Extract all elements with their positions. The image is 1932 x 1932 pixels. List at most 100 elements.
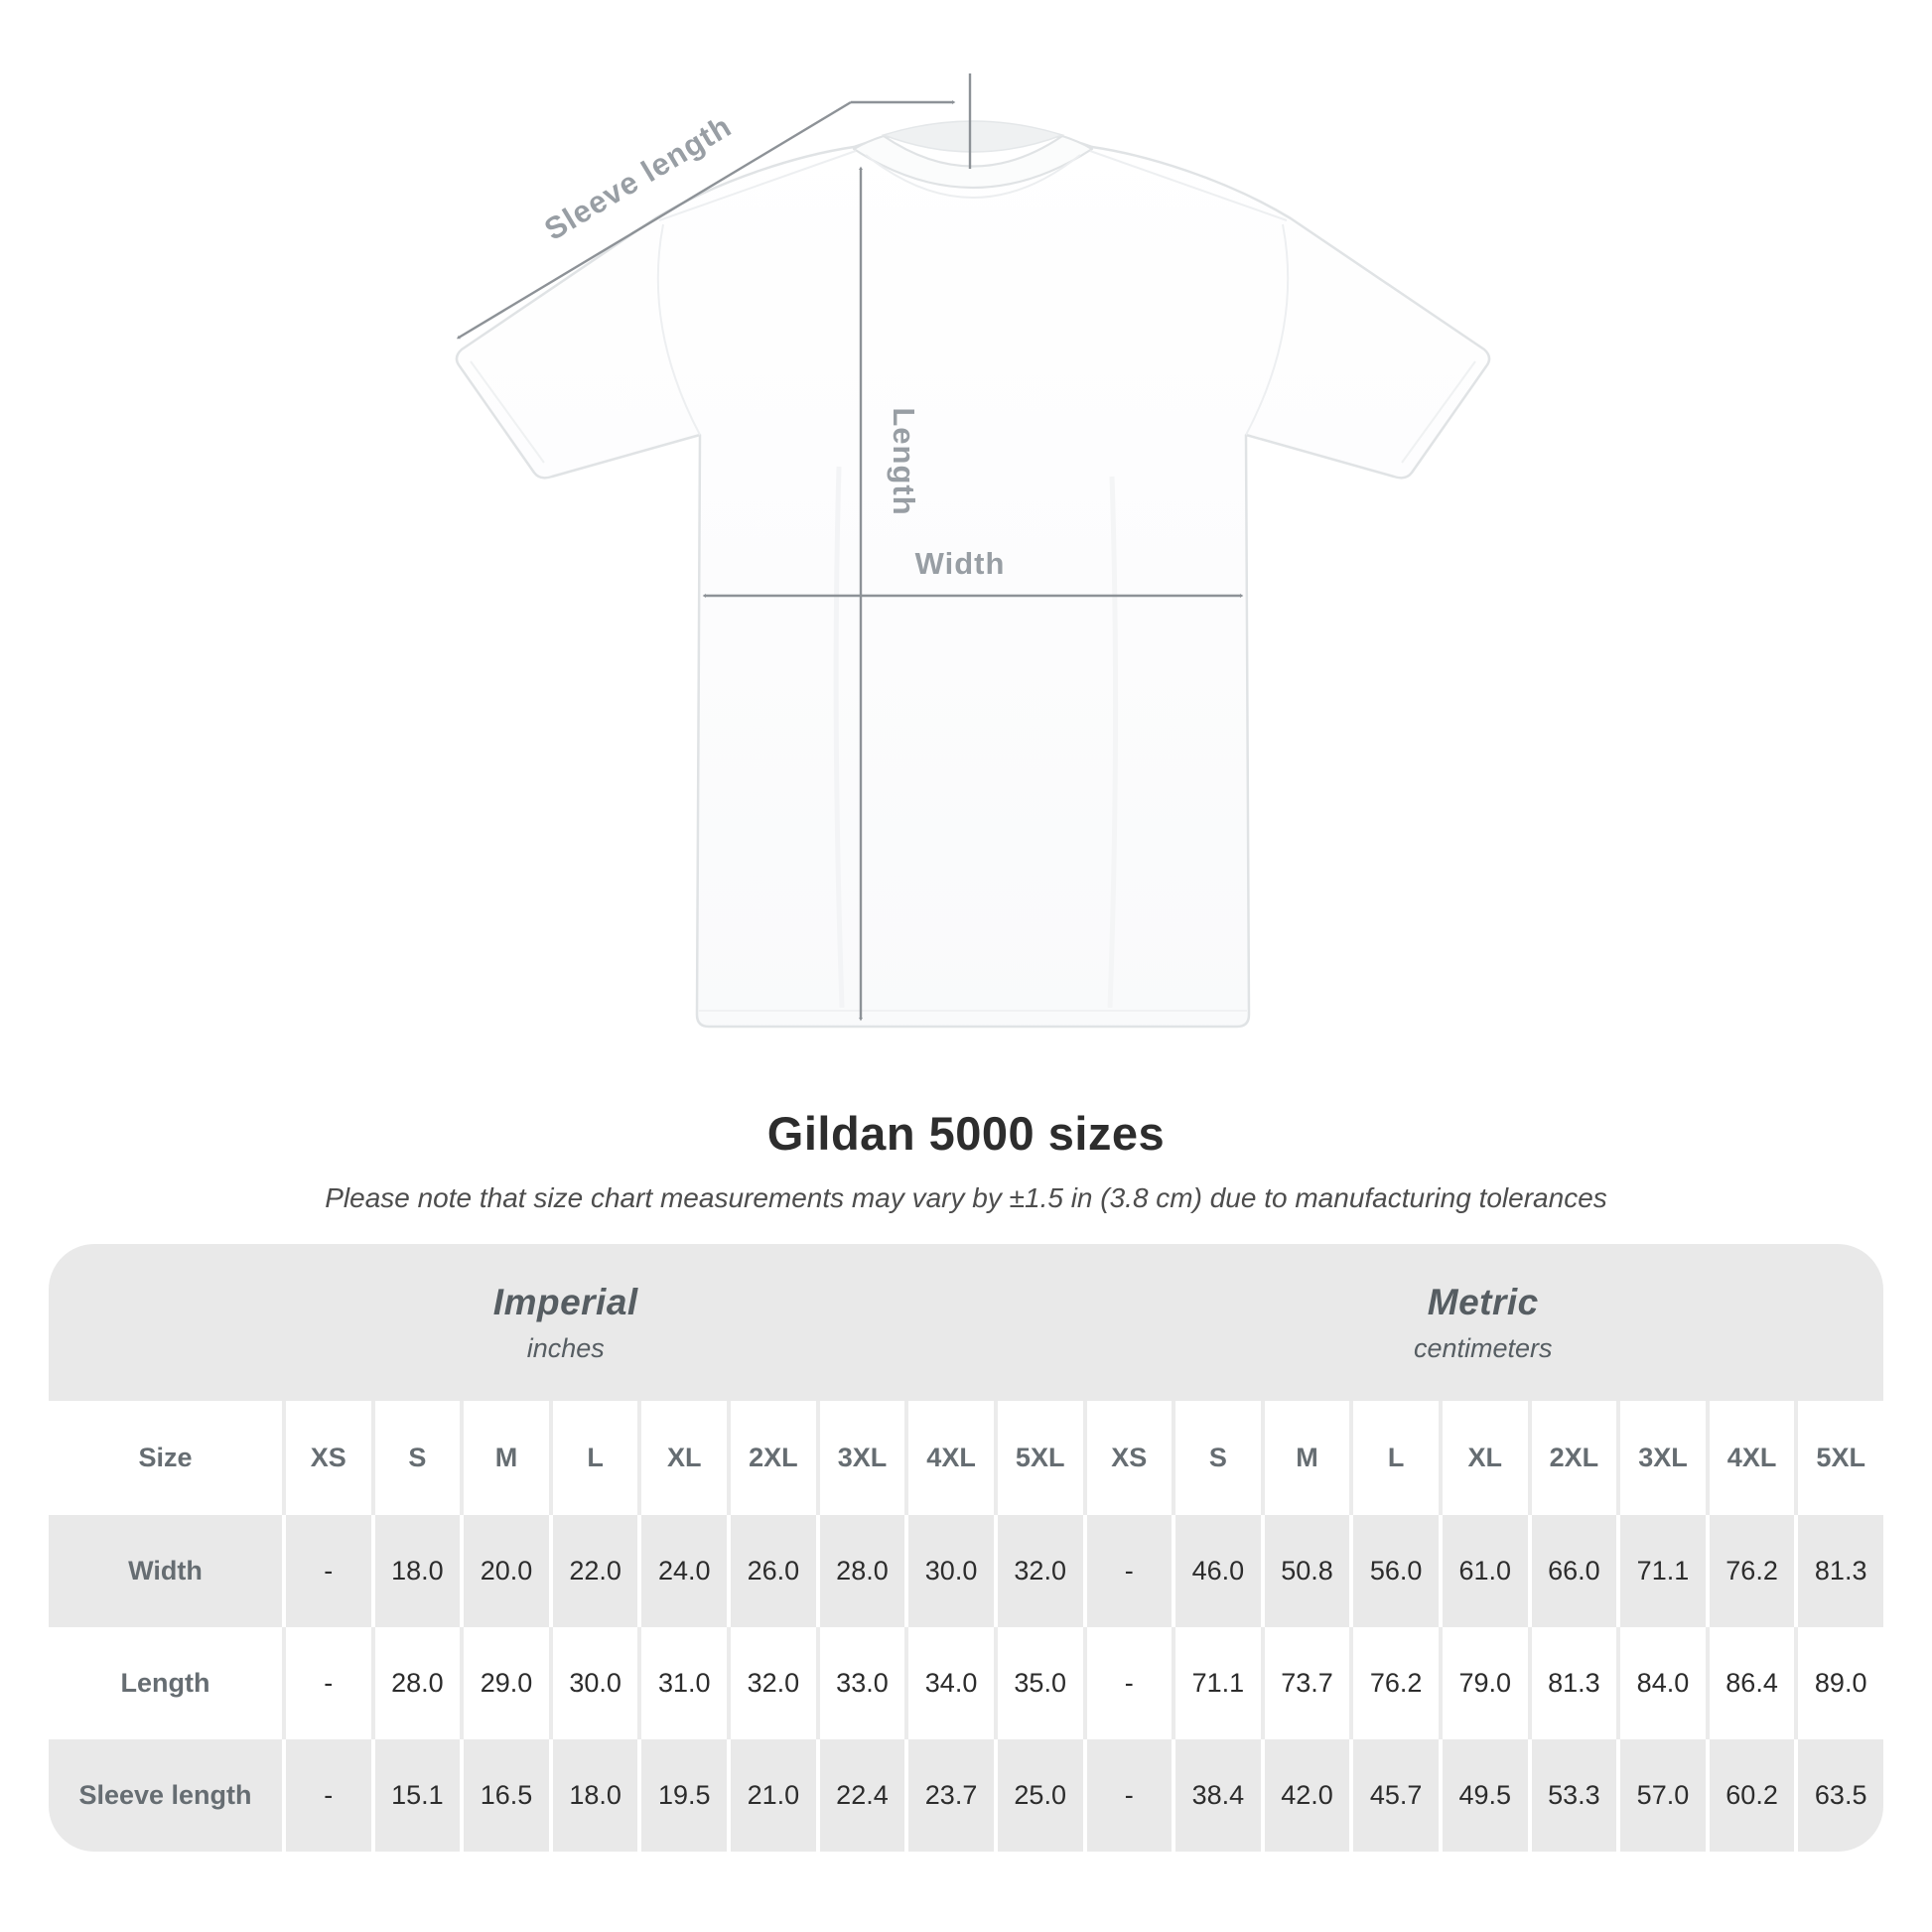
size-corner-label: Size — [49, 1401, 282, 1515]
width-label: Width — [915, 546, 1006, 581]
measurement-cell: 18.0 — [548, 1739, 638, 1852]
size-header-metric-xl: XL — [1438, 1401, 1528, 1515]
measurement-cell: 32.0 — [993, 1515, 1083, 1627]
size-chart-table: Imperial inches Metric centimeters Size X… — [49, 1244, 1883, 1852]
shirt-collar-front-dip — [865, 154, 1081, 199]
size-header-metric-5xl: 5XL — [1794, 1401, 1883, 1515]
measurement-cell: - — [1082, 1515, 1173, 1627]
size-header-metric-xs: XS — [1082, 1401, 1173, 1515]
measurement-cell: - — [1082, 1739, 1173, 1852]
shirt-body — [455, 124, 1491, 1029]
measurement-cell: 21.0 — [727, 1739, 816, 1852]
measurement-cell: 22.0 — [548, 1515, 638, 1627]
measurement-cell: 71.1 — [1616, 1515, 1706, 1627]
imperial-section-title: Imperial — [492, 1281, 638, 1322]
measurement-cell: 84.0 — [1616, 1627, 1706, 1739]
size-header-imperial-m: M — [460, 1401, 549, 1515]
measurement-cell: 19.5 — [637, 1739, 728, 1852]
measurement-cell: 42.0 — [1260, 1739, 1350, 1852]
row-label-width: Width — [49, 1515, 282, 1627]
measurement-cell: 26.0 — [727, 1515, 816, 1627]
measurement-cell: 22.4 — [815, 1739, 905, 1852]
size-header-metric-2xl: 2XL — [1527, 1401, 1617, 1515]
size-header-imperial-5xl: 5XL — [993, 1401, 1083, 1515]
measurement-cell: 32.0 — [727, 1627, 816, 1739]
measurement-cell: 30.0 — [904, 1515, 994, 1627]
measurement-cell: 53.3 — [1527, 1739, 1617, 1852]
measurement-cell: 76.2 — [1705, 1515, 1795, 1627]
measurement-cell: 61.0 — [1438, 1515, 1528, 1627]
measurement-cell: 71.1 — [1172, 1627, 1261, 1739]
measurement-cell: 81.3 — [1527, 1627, 1617, 1739]
metric-section-title: Metric — [1427, 1281, 1539, 1322]
measurement-cell: 23.7 — [904, 1739, 994, 1852]
shirt-fold-line-1 — [833, 466, 845, 1009]
measurement-cell: 45.7 — [1349, 1739, 1439, 1852]
row-label-sleeve-length: Sleeve length — [49, 1739, 282, 1852]
imperial-section-header: Imperial inches — [49, 1244, 1083, 1401]
shirt-right-armhole-seam — [1245, 223, 1290, 436]
measurement-cell: 34.0 — [904, 1627, 994, 1739]
measurement-cell: 49.5 — [1438, 1739, 1528, 1852]
measurement-cell: 24.0 — [637, 1515, 728, 1627]
measurement-cell: 81.3 — [1794, 1515, 1883, 1627]
measurement-cell: 46.0 — [1172, 1515, 1261, 1627]
measurement-cell: 15.1 — [370, 1739, 461, 1852]
measurement-cell: 20.0 — [460, 1515, 549, 1627]
measurement-cell: 89.0 — [1794, 1627, 1883, 1739]
size-header-metric-4xl: 4XL — [1705, 1401, 1795, 1515]
measurement-cell: 33.0 — [815, 1627, 905, 1739]
measurement-cell: 28.0 — [370, 1627, 461, 1739]
measurement-cell: 35.0 — [993, 1627, 1083, 1739]
measurement-cell: 25.0 — [993, 1739, 1083, 1852]
measurement-cell: 57.0 — [1616, 1739, 1706, 1852]
shirt-right-sleeve-hem — [1401, 360, 1476, 464]
measurement-cell: 86.4 — [1705, 1627, 1795, 1739]
length-label: Length — [887, 407, 921, 515]
measurement-cell: - — [282, 1515, 371, 1627]
shirt-right-shoulder-seam — [1089, 150, 1288, 221]
page-subtitle: Please note that size chart measurements… — [325, 1182, 1607, 1213]
measurement-cell: 79.0 — [1438, 1627, 1528, 1739]
size-header-imperial-xl: XL — [637, 1401, 728, 1515]
size-header-metric-s: S — [1172, 1401, 1261, 1515]
shirt-left-shoulder-seam — [658, 150, 857, 221]
measurement-cell: 50.8 — [1260, 1515, 1350, 1627]
size-header-metric-m: M — [1260, 1401, 1350, 1515]
measurement-cell: 29.0 — [460, 1627, 549, 1739]
shirt-collar-band — [852, 134, 1094, 189]
measurement-cell: 18.0 — [370, 1515, 461, 1627]
imperial-section-unit: inches — [526, 1332, 605, 1363]
size-header-imperial-s: S — [370, 1401, 461, 1515]
metric-section-unit: centimeters — [1413, 1332, 1553, 1363]
size-header-imperial-l: L — [548, 1401, 638, 1515]
size-chart-grid: Imperial inches Metric centimeters Size X… — [49, 1244, 1883, 1852]
shirt-left-armhole-seam — [656, 223, 701, 436]
measurement-cell: 16.5 — [460, 1739, 549, 1852]
measurement-cell: - — [282, 1739, 371, 1852]
size-header-metric-l: L — [1349, 1401, 1439, 1515]
measurement-cell: 31.0 — [637, 1627, 728, 1739]
size-header-imperial-4xl: 4XL — [904, 1401, 994, 1515]
shirt-fold-line-2 — [1107, 476, 1119, 1009]
measurement-cell: 38.4 — [1172, 1739, 1261, 1852]
page-title: Gildan 5000 sizes — [766, 1107, 1166, 1160]
measurement-cell: - — [1082, 1627, 1173, 1739]
measurement-cell: 73.7 — [1260, 1627, 1350, 1739]
size-header-metric-3xl: 3XL — [1616, 1401, 1706, 1515]
sleeve-length-diagonal-arrow — [459, 100, 852, 338]
measurement-cell: 28.0 — [815, 1515, 905, 1627]
size-header-imperial-xs: XS — [282, 1401, 371, 1515]
metric-section-header: Metric centimeters — [1082, 1244, 1883, 1401]
measurement-cell: 76.2 — [1349, 1627, 1439, 1739]
measurement-cell: 56.0 — [1349, 1515, 1439, 1627]
shirt-left-sleeve-hem — [470, 360, 545, 464]
measurement-cell: 63.5 — [1794, 1739, 1883, 1852]
measurement-cell: 30.0 — [548, 1627, 638, 1739]
measurement-cell: 66.0 — [1527, 1515, 1617, 1627]
size-header-imperial-2xl: 2XL — [727, 1401, 816, 1515]
row-label-length: Length — [49, 1627, 282, 1739]
measurement-cell: 60.2 — [1705, 1739, 1795, 1852]
size-header-imperial-3xl: 3XL — [815, 1401, 905, 1515]
tshirt-diagram-svg: Sleeve length Length Width — [455, 73, 1491, 1029]
